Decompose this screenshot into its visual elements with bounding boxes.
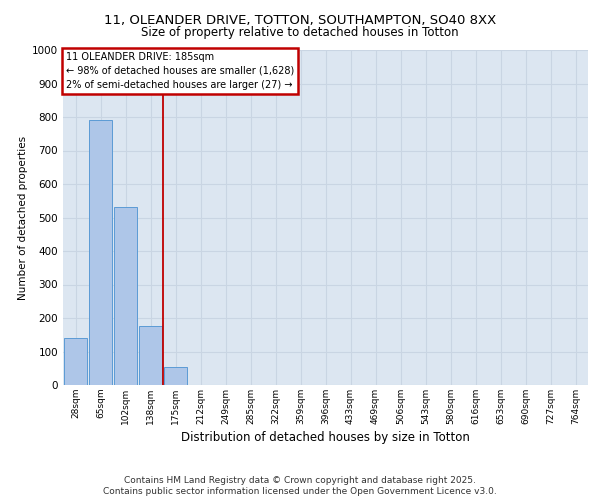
Text: Contains HM Land Registry data © Crown copyright and database right 2025.: Contains HM Land Registry data © Crown c… <box>124 476 476 485</box>
Bar <box>64 338 88 385</box>
Text: Contains public sector information licensed under the Open Government Licence v3: Contains public sector information licen… <box>103 487 497 496</box>
Bar <box>164 366 187 385</box>
Bar <box>139 326 163 385</box>
Text: 11, OLEANDER DRIVE, TOTTON, SOUTHAMPTON, SO40 8XX: 11, OLEANDER DRIVE, TOTTON, SOUTHAMPTON,… <box>104 14 496 27</box>
Text: Size of property relative to detached houses in Totton: Size of property relative to detached ho… <box>141 26 459 39</box>
Bar <box>113 208 137 385</box>
Y-axis label: Number of detached properties: Number of detached properties <box>18 136 28 300</box>
Bar <box>89 120 112 385</box>
X-axis label: Distribution of detached houses by size in Totton: Distribution of detached houses by size … <box>181 431 470 444</box>
Text: 11 OLEANDER DRIVE: 185sqm
← 98% of detached houses are smaller (1,628)
2% of sem: 11 OLEANDER DRIVE: 185sqm ← 98% of detac… <box>65 52 294 90</box>
